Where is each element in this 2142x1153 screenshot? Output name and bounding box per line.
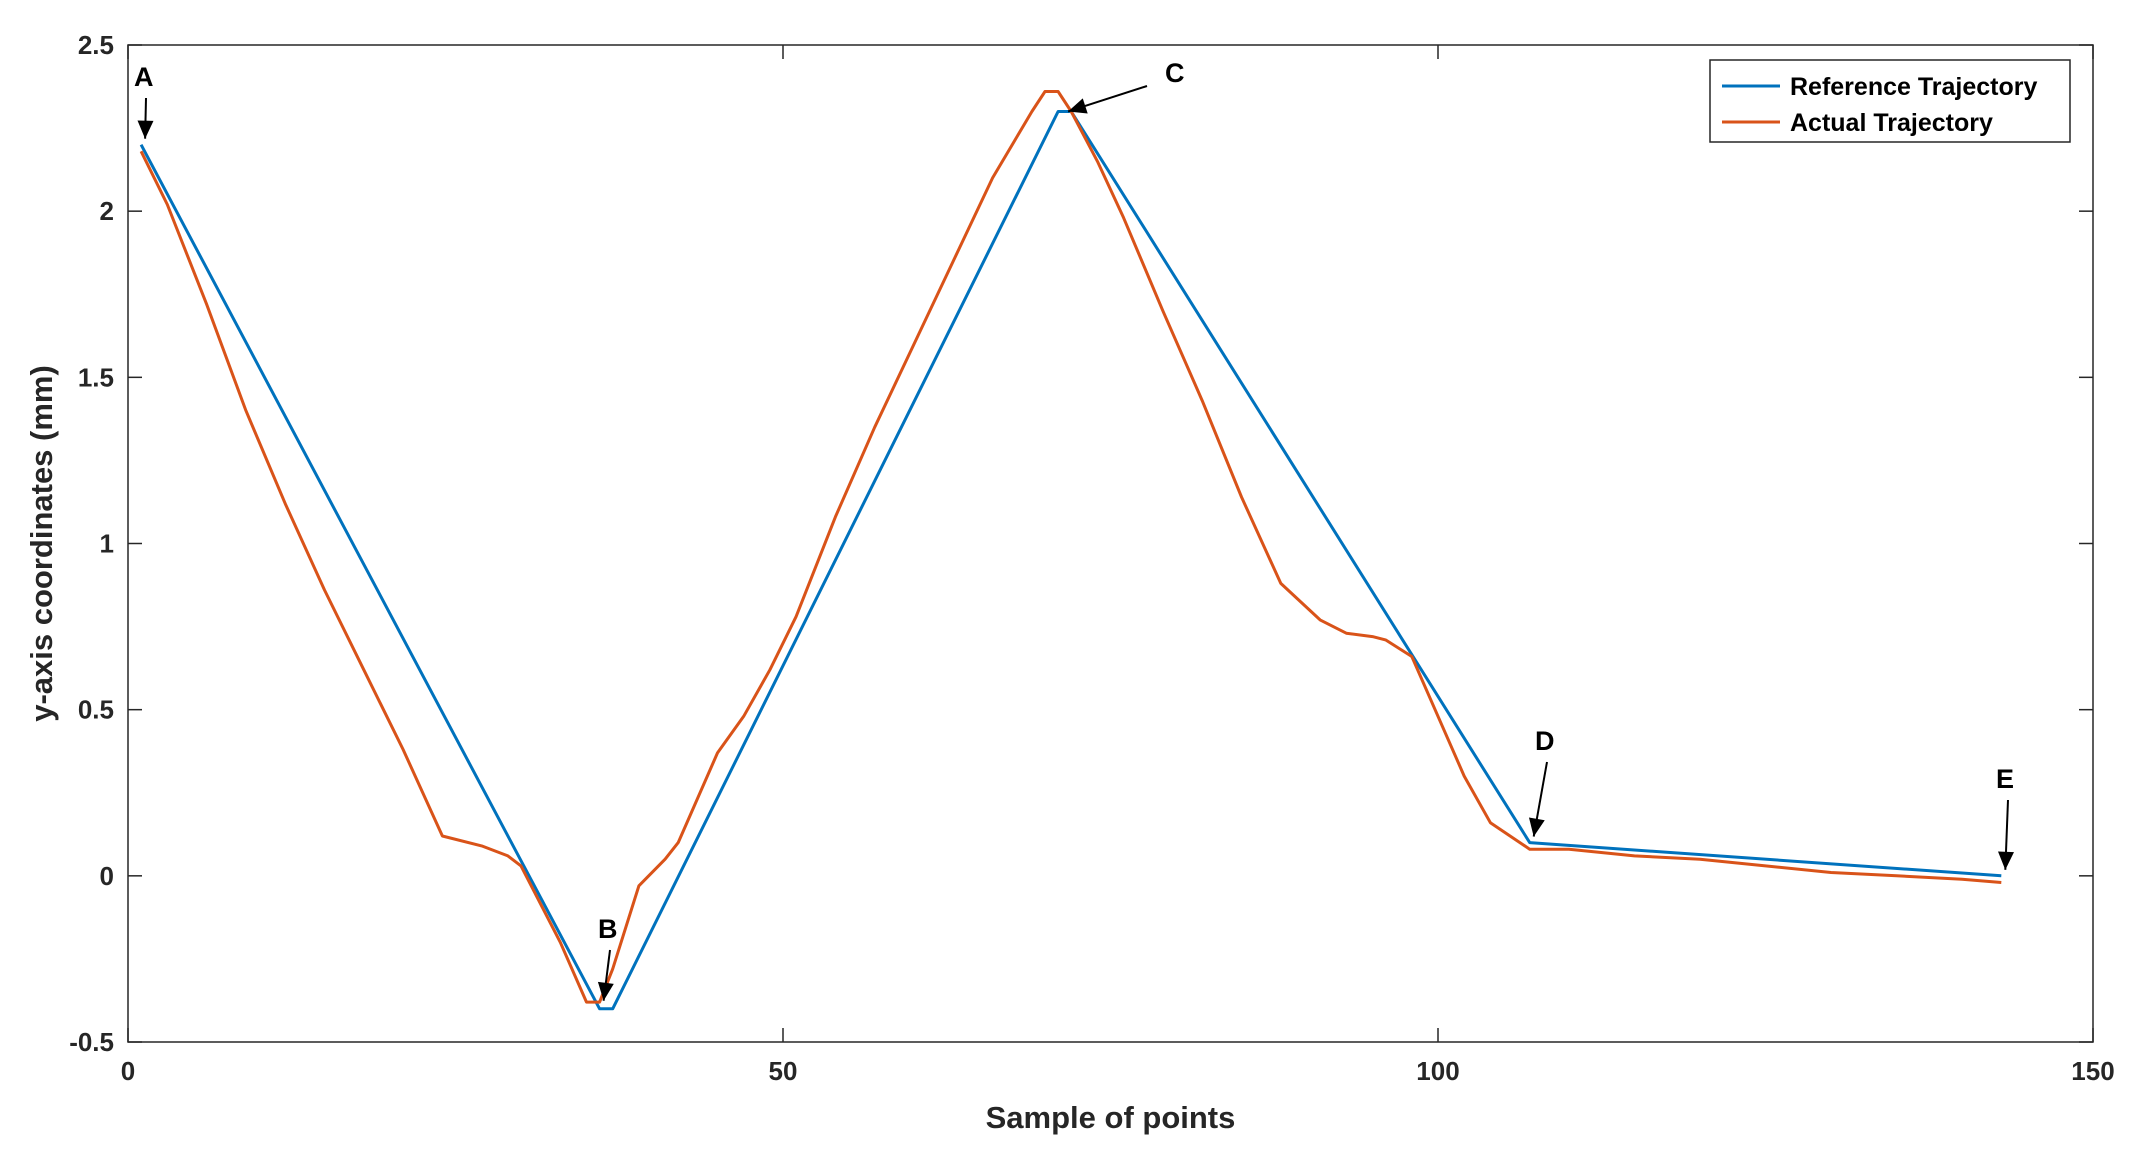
legend: Reference Trajectory Actual Trajectory (1709, 59, 2071, 143)
y-axis-title: y-axis coordinates (mm) (24, 365, 59, 722)
x-axis-title: Sample of points (986, 1100, 1236, 1135)
plot-background (128, 45, 2093, 1042)
x-tick-label: 0 (121, 1056, 135, 1086)
legend-box (1709, 59, 2071, 143)
annotation-arrowhead-c (1068, 98, 1088, 114)
legend-label-2: Actual Trajectory (1790, 109, 1993, 137)
annotation-arrowhead-d (1528, 817, 1545, 837)
annotation-arrowhead-b (597, 981, 614, 1001)
y-tick-label: -0.5 (69, 1027, 114, 1057)
y-tick-label: 0 (100, 861, 114, 891)
annotation-label-d: D (1535, 726, 1555, 756)
annotation-arrowhead-e (1998, 851, 2014, 870)
legend-label-1: Reference Trajectory (1790, 73, 2037, 101)
y-tick-label: 2 (100, 196, 114, 226)
y-tick-label: 2.5 (78, 30, 114, 60)
plot-area (128, 45, 2093, 1042)
x-tick-label: 100 (1416, 1056, 1459, 1086)
y-tick-label: 0.5 (78, 695, 114, 725)
x-tick-label: 50 (769, 1056, 798, 1086)
annotation-arrowhead-a (137, 120, 154, 139)
series-line-reference-trajectory (139, 110, 2002, 1011)
series-group (139, 90, 2002, 1011)
annotation-label-b: B (598, 914, 618, 944)
y-tick-label: 1.5 (78, 362, 114, 392)
annotation-label-c: C (1165, 58, 1185, 88)
annotation-label-a: A (134, 62, 154, 92)
annotations-group: A B C D E (134, 58, 2014, 1001)
x-tick-label: 150 (2071, 1056, 2114, 1086)
annotation-label-e: E (1996, 764, 2014, 794)
series-line-actual-trajectory (139, 90, 2002, 1004)
y-tick-label: 1 (100, 529, 114, 559)
